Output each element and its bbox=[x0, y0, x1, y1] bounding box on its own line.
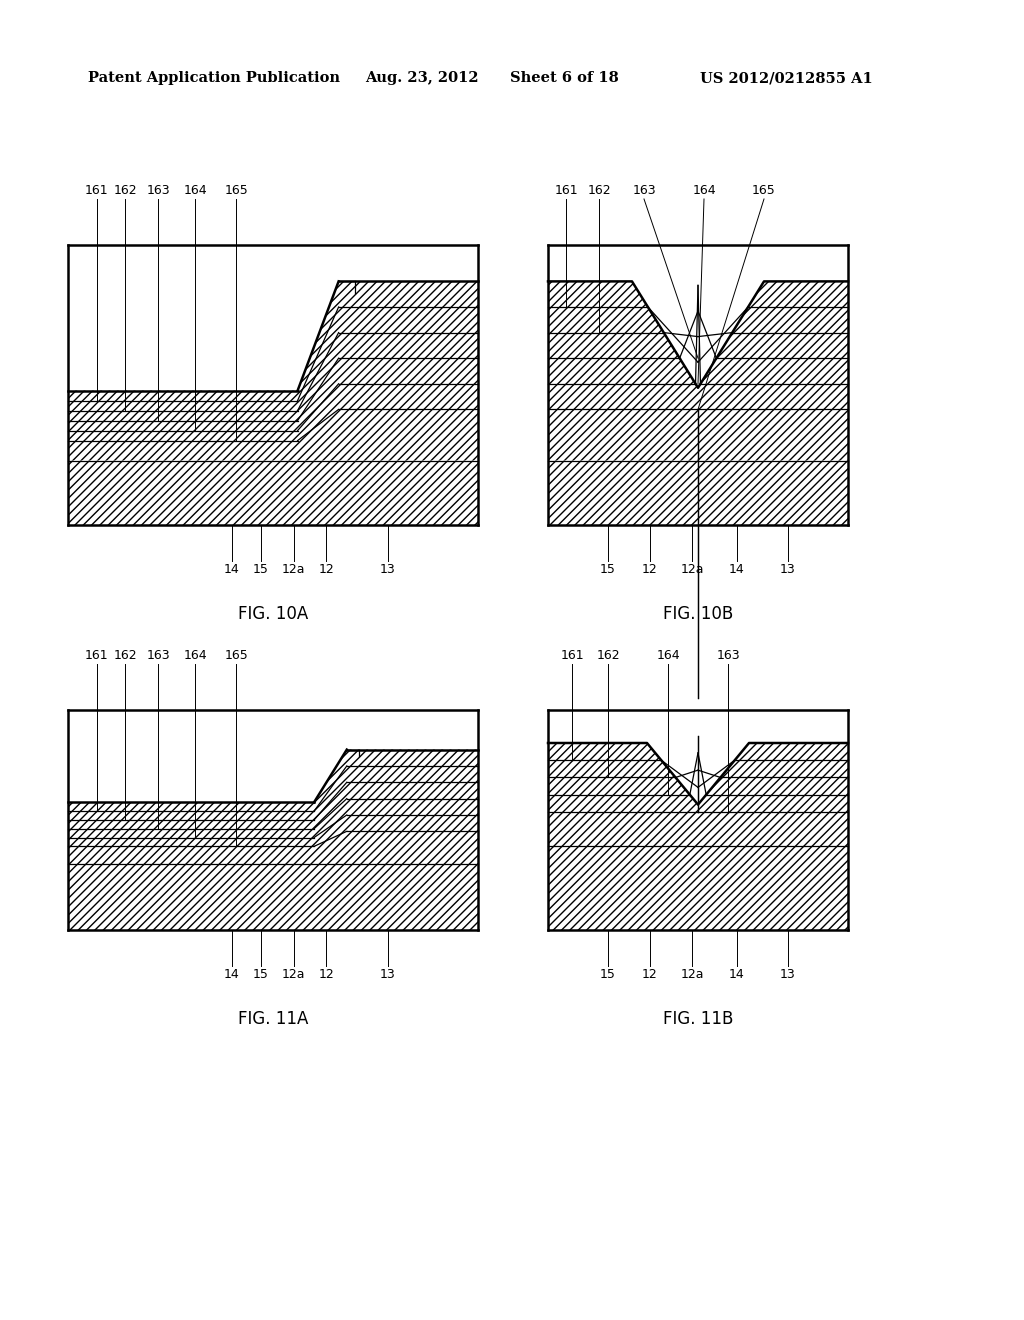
Polygon shape bbox=[68, 281, 478, 461]
Text: 163: 163 bbox=[632, 183, 655, 197]
Text: 163: 163 bbox=[716, 649, 739, 663]
Text: 15: 15 bbox=[253, 968, 268, 981]
Text: US 2012/0212855 A1: US 2012/0212855 A1 bbox=[700, 71, 872, 84]
Text: 164: 164 bbox=[183, 183, 207, 197]
Text: 161: 161 bbox=[85, 183, 109, 197]
Text: 13: 13 bbox=[780, 564, 796, 576]
Bar bbox=[68, 461, 478, 525]
Bar bbox=[68, 246, 478, 525]
Text: 165: 165 bbox=[224, 649, 248, 663]
Text: 165: 165 bbox=[752, 183, 776, 197]
Text: FIG. 10A: FIG. 10A bbox=[238, 605, 308, 623]
Text: 14: 14 bbox=[729, 968, 744, 981]
Bar bbox=[548, 846, 848, 931]
Text: 15: 15 bbox=[600, 968, 616, 981]
Text: 164: 164 bbox=[183, 649, 207, 663]
Text: 14: 14 bbox=[224, 968, 240, 981]
Bar bbox=[548, 710, 848, 931]
Text: 162: 162 bbox=[587, 183, 610, 197]
Text: Sheet 6 of 18: Sheet 6 of 18 bbox=[510, 71, 618, 84]
Text: 163: 163 bbox=[146, 649, 170, 663]
Text: 12a: 12a bbox=[282, 968, 305, 981]
Text: Patent Application Publication: Patent Application Publication bbox=[88, 71, 340, 84]
Text: 13: 13 bbox=[380, 564, 395, 576]
Text: 12a: 12a bbox=[680, 564, 703, 576]
Text: 162: 162 bbox=[114, 649, 137, 663]
Text: 12a: 12a bbox=[282, 564, 305, 576]
Text: 162: 162 bbox=[114, 183, 137, 197]
Text: 15: 15 bbox=[600, 564, 616, 576]
Text: 12: 12 bbox=[318, 968, 334, 981]
Text: 13: 13 bbox=[380, 968, 395, 981]
Text: 12: 12 bbox=[318, 564, 334, 576]
Bar bbox=[548, 461, 848, 525]
Bar bbox=[68, 710, 478, 931]
Text: 165: 165 bbox=[224, 183, 248, 197]
Text: 15: 15 bbox=[253, 564, 268, 576]
Text: 163: 163 bbox=[146, 183, 170, 197]
Text: 161: 161 bbox=[85, 649, 109, 663]
Text: 161: 161 bbox=[560, 649, 584, 663]
Polygon shape bbox=[548, 281, 848, 461]
Bar bbox=[548, 246, 848, 525]
Text: FIG. 11B: FIG. 11B bbox=[663, 1010, 733, 1028]
Text: 162: 162 bbox=[596, 649, 620, 663]
Text: 164: 164 bbox=[692, 183, 716, 197]
Bar bbox=[68, 865, 478, 931]
Polygon shape bbox=[548, 743, 848, 846]
Polygon shape bbox=[68, 750, 478, 865]
Text: 14: 14 bbox=[224, 564, 240, 576]
Text: 12a: 12a bbox=[680, 968, 703, 981]
Text: 12: 12 bbox=[642, 564, 657, 576]
Text: 13: 13 bbox=[780, 968, 796, 981]
Text: 161: 161 bbox=[554, 183, 578, 197]
Text: Aug. 23, 2012: Aug. 23, 2012 bbox=[365, 71, 478, 84]
Text: FIG. 10B: FIG. 10B bbox=[663, 605, 733, 623]
Text: 14: 14 bbox=[729, 564, 744, 576]
Text: 164: 164 bbox=[656, 649, 680, 663]
Text: FIG. 11A: FIG. 11A bbox=[238, 1010, 308, 1028]
Text: 12: 12 bbox=[642, 968, 657, 981]
